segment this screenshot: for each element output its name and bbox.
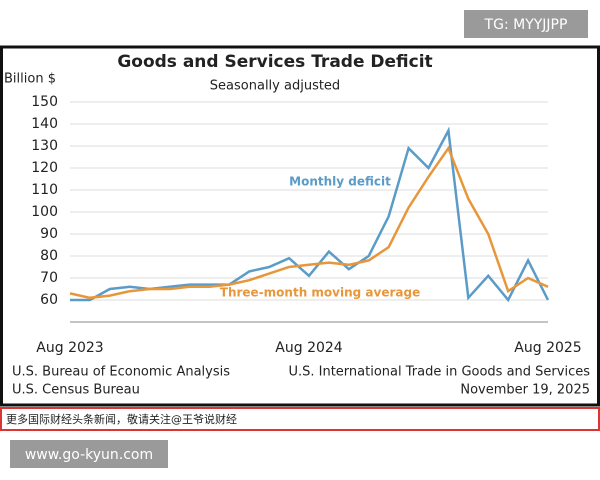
series-label: Monthly deficit — [289, 175, 391, 189]
y-tick-label: 100 — [31, 204, 58, 220]
y-tick-label: 130 — [31, 138, 58, 154]
y-axis-label: Billion $ — [4, 72, 56, 87]
source: U.S. Census Bureau — [12, 383, 140, 398]
series-label: Three-month moving average — [220, 286, 420, 300]
y-tick-label: 90 — [40, 226, 58, 242]
y-tick-label: 140 — [31, 116, 58, 132]
x-tick-label: Aug 2025 — [514, 340, 581, 356]
series-line — [69, 145, 549, 300]
watermark-box — [464, 10, 588, 38]
source: November 19, 2025 — [460, 383, 590, 398]
y-tick-label: 150 — [31, 94, 58, 110]
y-tick-label: 60 — [40, 292, 58, 308]
banner-box — [0, 407, 600, 431]
chart-title: Goods and Services Trade Deficit — [117, 52, 432, 72]
watermark-box — [10, 440, 168, 468]
y-tick-label: 70 — [40, 270, 58, 286]
y-tick-label: 80 — [40, 248, 58, 264]
plot: 60 70 80 90 100 110 120 130 140 150 Aug 2023 Aug 20… — [31, 94, 581, 356]
watermark: www.go-kyun.com — [25, 447, 153, 463]
x-tick-label: Aug 2024 — [275, 340, 343, 356]
watermark: TG: MYYJJPP — [484, 17, 568, 33]
chart-subtitle: Seasonally adjusted — [210, 79, 340, 94]
source: U.S. International Trade in Goods and Se… — [288, 365, 590, 380]
y-tick-label: 110 — [31, 182, 58, 198]
banner: 更多国际财经头条新闻，敬请关注@王爷说财经 — [6, 412, 237, 426]
chart-frame — [0, 45, 600, 407]
x-tick-label: Aug 2023 — [36, 340, 103, 356]
source: U.S. Bureau of Economic Analysis — [12, 365, 230, 380]
y-tick-label: 120 — [31, 160, 58, 176]
